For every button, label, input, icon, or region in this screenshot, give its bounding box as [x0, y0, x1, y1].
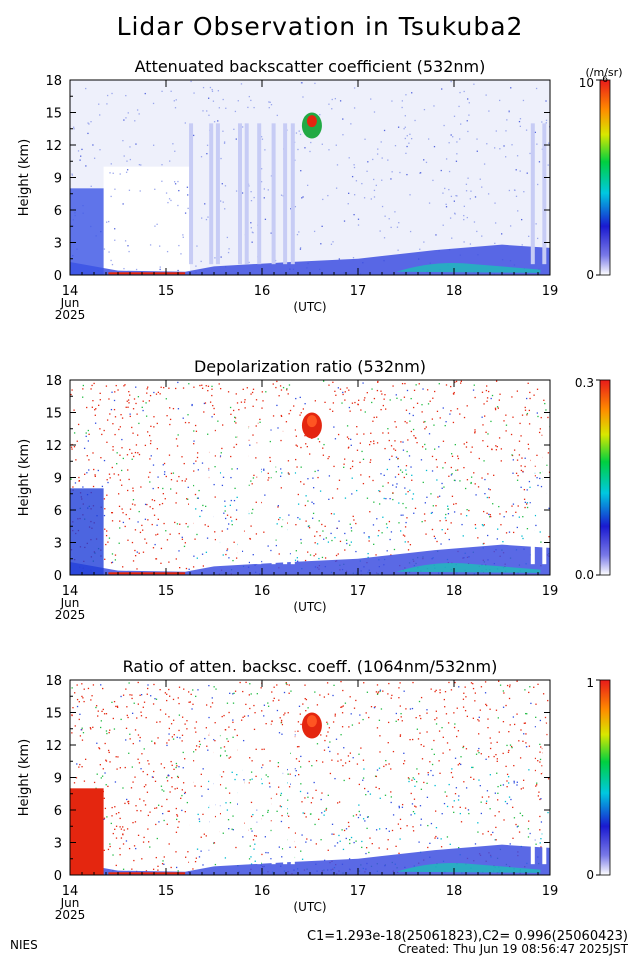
figure-title: Lidar Observation in Tsukuba2: [116, 12, 524, 41]
cloud-streaks: [189, 723, 547, 865]
y-axis-label: Height (km): [17, 139, 32, 216]
low-cloud-block: [70, 188, 104, 275]
surface-signal: [108, 872, 186, 875]
y-tick-label: 3: [54, 837, 62, 852]
x-tick-label: 16: [254, 284, 271, 299]
x-tick-label: 15: [158, 284, 175, 299]
y-tick-label: 0: [54, 569, 62, 584]
lower-aerosol-layer: [396, 863, 541, 873]
cloud-streaks: [189, 423, 547, 565]
y-axis-label: Height (km): [17, 739, 32, 816]
x-tick-label: 17: [350, 584, 367, 599]
x-axis-label: (UTC): [293, 300, 326, 314]
y-tick-label: 12: [45, 139, 62, 154]
y-tick-label: 18: [45, 674, 62, 689]
panel-2-title: Depolarization ratio (532nm): [193, 357, 427, 376]
y-tick-label: 0: [54, 869, 62, 884]
surface-signal: [108, 572, 186, 575]
x-tick-label: 16: [254, 884, 271, 899]
panel-1-title: Attenuated backscatter coefficient (532n…: [134, 57, 486, 76]
x-tick-label: 19: [542, 584, 559, 599]
colorbar-min-label: 0: [586, 868, 594, 882]
colorbar-unit: (/m/sr): [586, 66, 623, 79]
x-axis-label: (UTC): [293, 900, 326, 914]
x-tick-label: 14: [62, 884, 79, 899]
cirrus-core: [306, 715, 317, 728]
x-tick-label: 16: [254, 584, 271, 599]
x-sublabel-month: Jun: [60, 896, 80, 910]
clear-region: [103, 166, 190, 275]
colorbar-max-label: 0.3: [575, 376, 594, 390]
colorbar: [599, 79, 611, 276]
x-tick-label: 18: [446, 284, 463, 299]
colorbar-exponent: -6: [599, 75, 608, 85]
cloud-streaks: [189, 123, 547, 265]
panel-3-plot-area: [70, 680, 550, 875]
panel-1-plot-area: [70, 80, 550, 275]
y-tick-label: 12: [45, 439, 62, 454]
y-tick-label: 12: [45, 739, 62, 754]
footer-calibration: C1=1.293e-18(25061823),C2= 0.996(2506042…: [306, 929, 628, 944]
x-sublabel-year: 2025: [55, 308, 86, 322]
x-tick-label: 18: [446, 884, 463, 899]
y-tick-label: 15: [45, 107, 62, 122]
x-sublabel-year: 2025: [55, 908, 86, 922]
y-tick-label: 6: [54, 504, 62, 519]
colorbar-max-label: 10: [579, 76, 594, 90]
x-tick-label: 19: [542, 884, 559, 899]
y-tick-label: 3: [54, 537, 62, 552]
panel-2-plot-area: [70, 380, 550, 575]
x-axis-label: (UTC): [293, 600, 326, 614]
cirrus-core: [306, 115, 317, 128]
y-tick-label: 3: [54, 237, 62, 252]
lower-aerosol-layer: [396, 563, 541, 573]
y-tick-label: 15: [45, 407, 62, 422]
y-tick-label: 18: [45, 374, 62, 389]
y-tick-label: 9: [54, 172, 62, 187]
low-cloud-block: [70, 488, 104, 575]
y-tick-label: 6: [54, 804, 62, 819]
x-tick-label: 14: [62, 584, 79, 599]
x-tick-label: 17: [350, 884, 367, 899]
lower-aerosol-layer: [396, 263, 541, 273]
clear-region: [103, 680, 190, 875]
surface-signal: [108, 272, 186, 275]
colorbar: [599, 379, 611, 576]
y-tick-label: 18: [45, 74, 62, 89]
colorbar-min-label: 0.0: [575, 568, 594, 582]
footer-created: Created: Thu Jun 19 08:56:47 2025JST: [397, 942, 628, 956]
y-tick-label: 6: [54, 204, 62, 219]
x-sublabel-year: 2025: [55, 608, 86, 622]
x-sublabel-month: Jun: [60, 596, 80, 610]
x-tick-label: 18: [446, 584, 463, 599]
x-tick-label: 17: [350, 284, 367, 299]
y-tick-label: 15: [45, 707, 62, 722]
y-tick-label: 0: [54, 269, 62, 284]
cirrus-core: [306, 415, 317, 428]
x-tick-label: 14: [62, 284, 79, 299]
colorbar-min-label: 0: [586, 268, 594, 282]
low-cloud-block: [70, 788, 104, 875]
y-tick-label: 9: [54, 772, 62, 787]
x-tick-label: 19: [542, 284, 559, 299]
x-tick-label: 15: [158, 884, 175, 899]
clear-region: [103, 380, 190, 575]
y-axis-label: Height (km): [17, 439, 32, 516]
y-tick-label: 9: [54, 472, 62, 487]
colorbar-max-label: 1: [586, 676, 594, 690]
x-tick-label: 15: [158, 584, 175, 599]
colorbar: [599, 679, 611, 876]
x-sublabel-month: Jun: [60, 296, 80, 310]
footer-institution: NIES: [10, 938, 38, 952]
panel-3-title: Ratio of atten. backsc. coeff. (1064nm/5…: [122, 657, 498, 676]
